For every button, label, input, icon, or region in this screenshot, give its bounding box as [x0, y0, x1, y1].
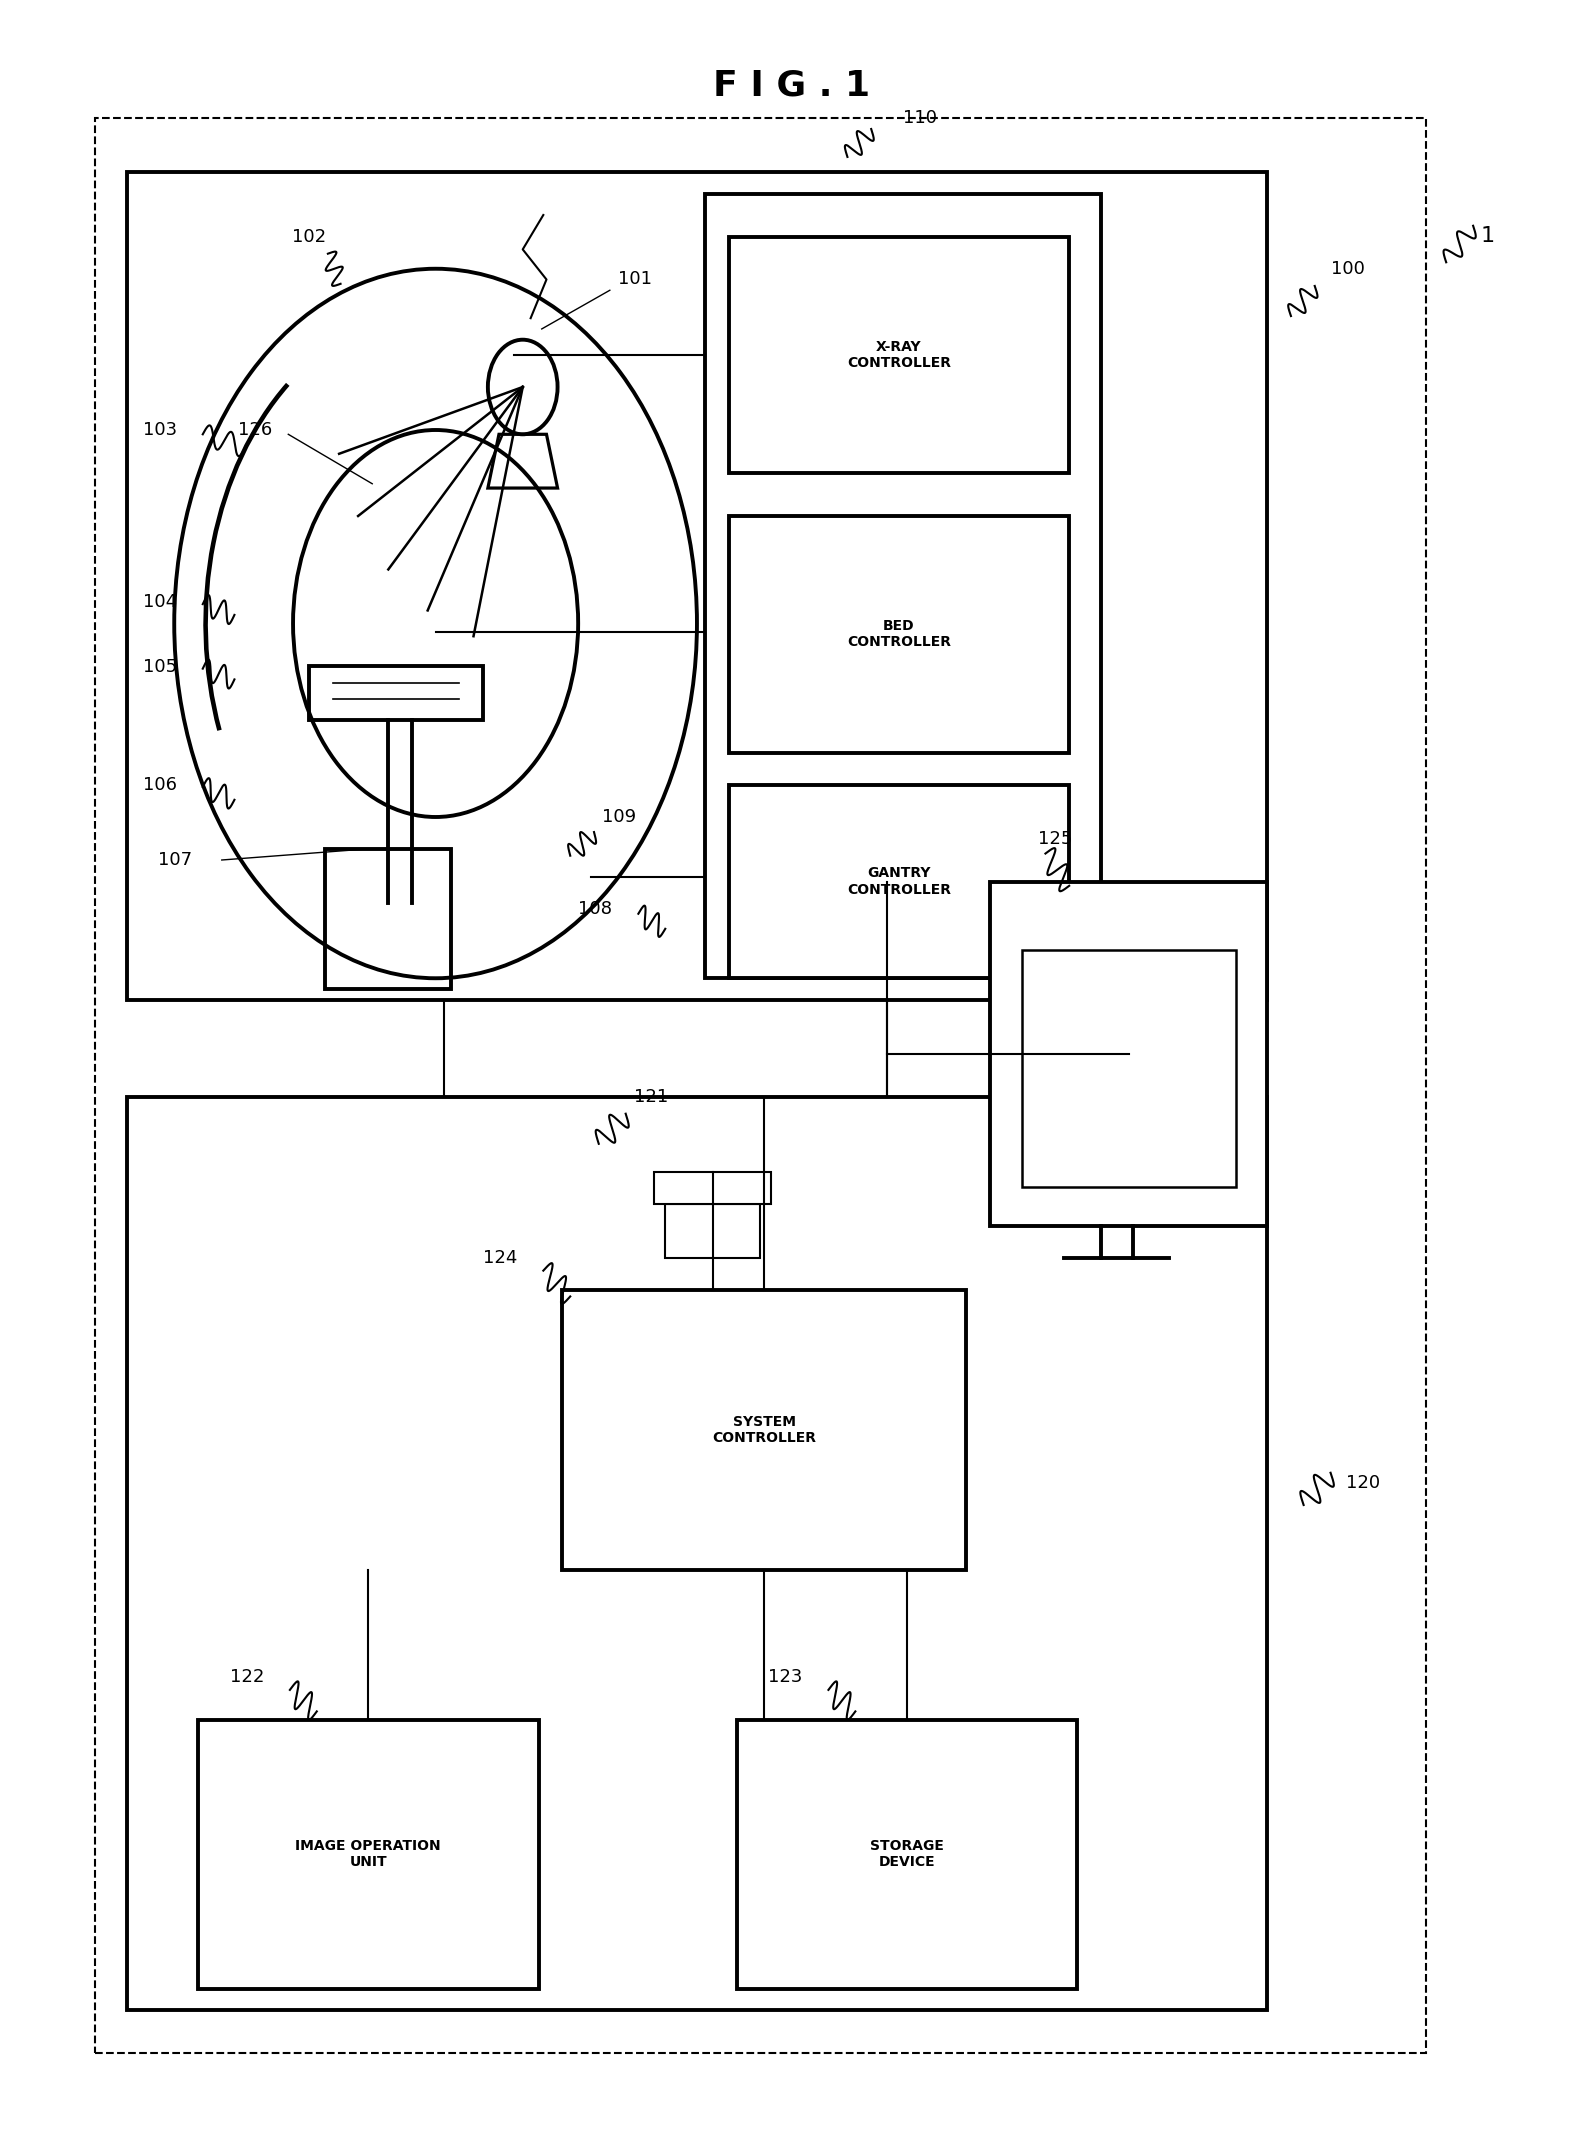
FancyBboxPatch shape — [198, 1720, 539, 1989]
Text: STORAGE
DEVICE: STORAGE DEVICE — [870, 1838, 944, 1870]
Text: F I G . 1: F I G . 1 — [713, 69, 871, 103]
Text: 101: 101 — [618, 271, 651, 288]
Text: 108: 108 — [578, 901, 611, 918]
Text: BED
CONTROLLER: BED CONTROLLER — [847, 619, 950, 649]
Text: 102: 102 — [291, 228, 326, 245]
FancyBboxPatch shape — [562, 1290, 966, 1570]
FancyBboxPatch shape — [705, 194, 1101, 978]
Text: 125: 125 — [1038, 830, 1072, 847]
FancyBboxPatch shape — [737, 1720, 1077, 1989]
Text: 105: 105 — [143, 658, 177, 675]
Text: 106: 106 — [143, 776, 176, 793]
Text: 109: 109 — [602, 808, 637, 826]
Text: 120: 120 — [1346, 1475, 1381, 1492]
FancyBboxPatch shape — [127, 172, 1267, 1000]
Text: IMAGE OPERATION
UNIT: IMAGE OPERATION UNIT — [296, 1838, 440, 1870]
Text: 121: 121 — [634, 1088, 668, 1105]
Text: 110: 110 — [903, 110, 936, 127]
Text: 122: 122 — [230, 1668, 265, 1686]
Text: 103: 103 — [143, 421, 177, 439]
FancyBboxPatch shape — [990, 882, 1267, 1226]
Text: GANTRY
CONTROLLER: GANTRY CONTROLLER — [847, 866, 950, 897]
Text: 123: 123 — [768, 1668, 803, 1686]
FancyBboxPatch shape — [309, 666, 483, 720]
Text: 100: 100 — [1331, 260, 1364, 277]
FancyBboxPatch shape — [127, 1096, 1267, 2010]
FancyBboxPatch shape — [325, 849, 451, 989]
Text: 104: 104 — [143, 593, 177, 611]
FancyBboxPatch shape — [654, 1172, 771, 1204]
FancyBboxPatch shape — [729, 236, 1069, 473]
Text: 107: 107 — [158, 851, 193, 869]
FancyBboxPatch shape — [729, 785, 1069, 978]
Text: X-RAY
CONTROLLER: X-RAY CONTROLLER — [847, 340, 950, 370]
Text: 126: 126 — [238, 421, 272, 439]
Text: SYSTEM
CONTROLLER: SYSTEM CONTROLLER — [713, 1415, 816, 1445]
FancyBboxPatch shape — [1022, 950, 1236, 1187]
FancyBboxPatch shape — [729, 516, 1069, 752]
Text: 1: 1 — [1481, 226, 1495, 247]
FancyBboxPatch shape — [665, 1204, 760, 1258]
Text: 124: 124 — [483, 1249, 518, 1266]
